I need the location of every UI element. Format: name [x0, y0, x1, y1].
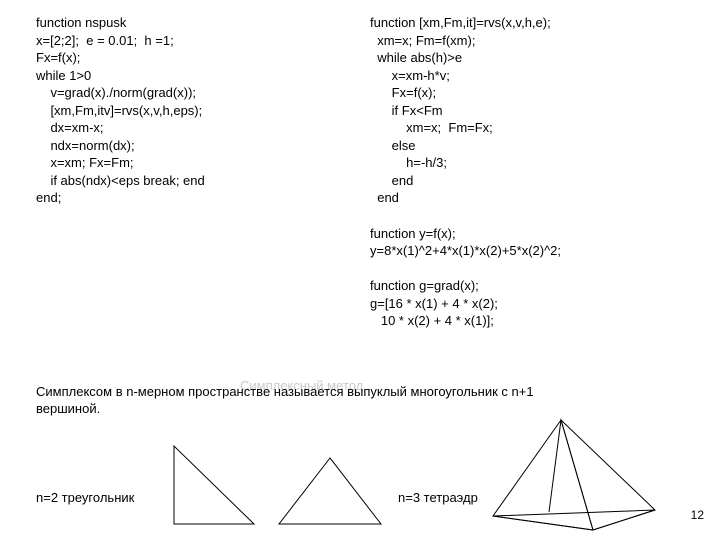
- label-n3: n=3 тетраэдр: [398, 490, 478, 505]
- code-left: function nspusk x=[2;2]; e = 0.01; h =1;…: [36, 14, 205, 207]
- page-number: 12: [691, 508, 704, 522]
- triangle-right: [170, 442, 258, 528]
- simplex-line2: вершиной.: [36, 401, 100, 416]
- code-right: function [xm,Fm,it]=rvs(x,v,h,e); xm=x; …: [370, 14, 561, 330]
- simplex-description: Симплексом в n-мерном пространстве назыв…: [36, 384, 534, 418]
- tetrahedron: [475, 416, 665, 534]
- label-n2: n=2 треугольник: [36, 490, 134, 505]
- simplex-line1: Симплексом в n-мерном пространстве назыв…: [36, 384, 534, 399]
- triangle-iso: [275, 454, 385, 528]
